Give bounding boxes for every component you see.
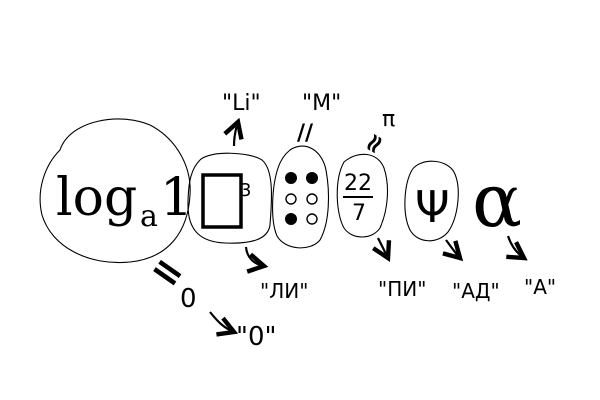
dot-1 bbox=[285, 172, 297, 184]
m-eq-mark: // bbox=[297, 121, 314, 146]
li-label: "Li" bbox=[222, 91, 261, 116]
square-blob bbox=[187, 152, 273, 244]
fraction-blob bbox=[336, 153, 389, 238]
m-label: "M" bbox=[302, 91, 341, 116]
li-cyr-arrow bbox=[244, 246, 264, 266]
log-value: 0 bbox=[180, 284, 197, 314]
square-shape bbox=[201, 173, 243, 229]
pi-arrow bbox=[378, 237, 388, 258]
log-quoted-value: "0" bbox=[236, 322, 276, 352]
log-arrow bbox=[209, 311, 234, 332]
log-word: log bbox=[56, 168, 137, 228]
alpha-symbol: α bbox=[472, 158, 522, 244]
li-cyr-label: "ЛИ" bbox=[260, 279, 308, 303]
dot-5 bbox=[285, 213, 297, 225]
trident-label: "АД" bbox=[452, 279, 500, 303]
fraction-numerator: 22 bbox=[344, 171, 372, 196]
pi-symbol: π bbox=[382, 107, 395, 132]
dot-3 bbox=[285, 193, 297, 205]
alpha-arrow bbox=[508, 235, 524, 258]
dot-6 bbox=[306, 213, 318, 225]
pi-label: "ПИ" bbox=[378, 277, 426, 301]
trident-symbol: Ψ bbox=[415, 182, 450, 233]
log-subscript: a bbox=[140, 199, 158, 234]
li-arrow bbox=[234, 122, 238, 147]
dot-4 bbox=[306, 193, 318, 205]
trident-blob bbox=[404, 160, 459, 242]
dot-2 bbox=[306, 172, 318, 184]
trident-arrow bbox=[446, 239, 460, 258]
cube-exponent: 3 bbox=[240, 180, 251, 201]
alpha-label: "А" bbox=[524, 275, 556, 299]
log-blob bbox=[39, 118, 191, 264]
fraction-denominator: 7 bbox=[352, 201, 366, 226]
dots-blob bbox=[272, 145, 329, 249]
